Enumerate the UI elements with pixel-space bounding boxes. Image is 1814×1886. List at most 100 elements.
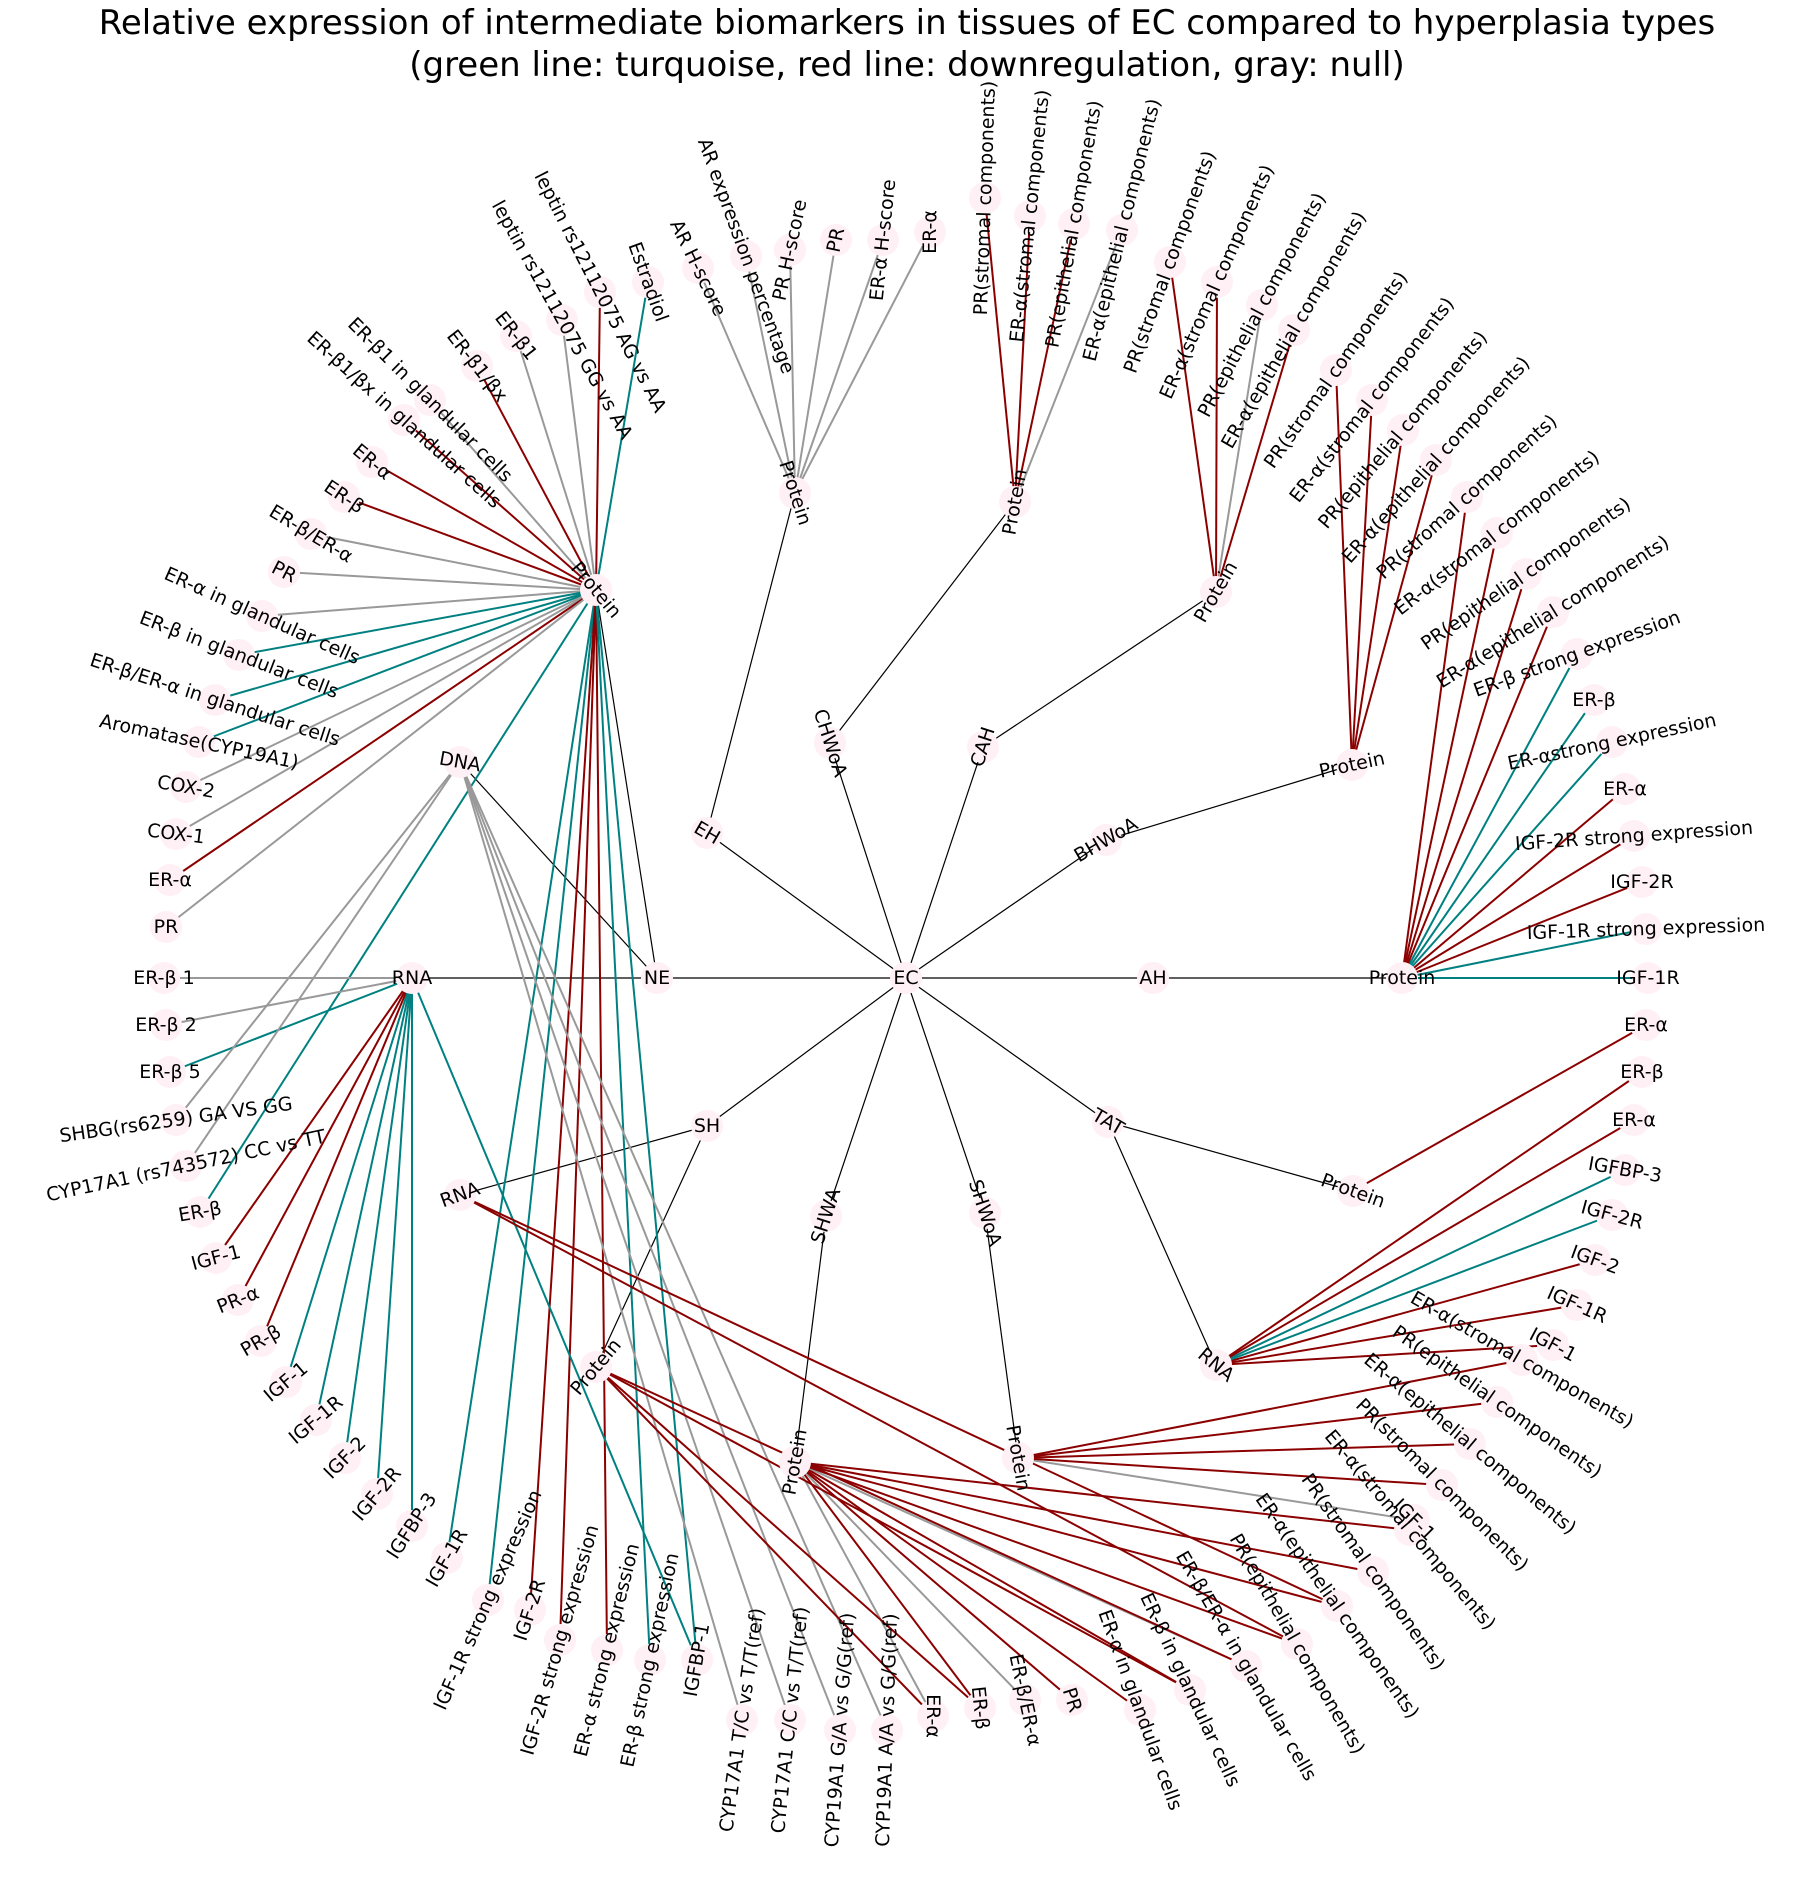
edge-NE_RNA-ner_igf1a <box>215 977 413 1259</box>
node-ned_cyp19_ga <box>824 1714 856 1746</box>
edge-EH_Protein-ehp_era_h <box>794 239 884 494</box>
node-label-nep_igf1r: IGF-1R <box>422 1525 473 1591</box>
node-ehp_ar_h <box>682 252 714 284</box>
node-shwa_pr_str <box>1357 1556 1389 1588</box>
node-shwa_era <box>917 1700 949 1732</box>
node-NE_Protein <box>580 574 612 606</box>
node-ner_igf1a <box>200 1242 232 1274</box>
node-CHWoA_Protein <box>999 486 1031 518</box>
edge-AH_Protein-ahp_era_epi <box>1401 611 1554 979</box>
node-cahp_era_str <box>1201 266 1233 298</box>
node-ehp_pr_h <box>774 234 806 266</box>
edge-SHWoA_Protein-shwoa_igf1 <box>1017 1457 1415 1521</box>
node-tatr_era <box>1618 1104 1650 1136</box>
edge-SHWA_Protein-shwa_era_epi <box>794 1461 1338 1607</box>
edge-EC-CAH <box>905 746 984 979</box>
node-shwa_erbera_gland <box>1230 1650 1262 1682</box>
node-CAH_Protein <box>1200 576 1232 608</box>
node-label-SH: SH <box>694 1115 720 1137</box>
edge-SH-SH_Protein <box>595 1125 708 1368</box>
node-label-tatr_era: ER-α <box>1612 1109 1656 1131</box>
node-ehp_ar_pct <box>730 240 762 272</box>
edge-AH_Protein-ahp_era_strong <box>1401 741 1613 979</box>
edge-NE_Protein-nep_igf1r <box>446 589 597 1559</box>
node-NE <box>641 962 673 994</box>
node-shwa_pr_epi <box>1281 1628 1313 1660</box>
edge-NE_Protein-ner_erb <box>199 589 597 1213</box>
edge-AH_Protein-ahp_era_str <box>1401 532 1498 979</box>
edge-SHWA_Protein-shwa_era_gland <box>794 1461 1141 1711</box>
node-tatr_igf1r <box>1561 1289 1593 1321</box>
edge-EH-EH_Protein <box>706 492 796 834</box>
node-label-tatp_era: ER-α <box>1624 1014 1668 1036</box>
node-ehp_era_h <box>867 224 899 256</box>
edge-SHWoA-SHWoA_Protein <box>984 1212 1019 1459</box>
edge-TAT-TAT_Protein <box>1107 1121 1354 1192</box>
node-ahp_pr_epi <box>1510 558 1542 590</box>
node-ner_igf1 <box>270 1366 302 1398</box>
node-label-nep_cox1: COX-1 <box>146 820 206 849</box>
edge-EC-BHWoA <box>905 839 1107 979</box>
node-TAT_Protein <box>1337 1175 1369 1207</box>
edge-CAH_Protein-cahp_pr_str <box>1169 261 1217 593</box>
edge-NE_RNA-ner_erb5 <box>169 977 413 1073</box>
edge-NE_Protein-nep_leptin_ag <box>595 291 601 591</box>
node-ehp_era <box>914 216 946 248</box>
node-nep_aromatase <box>183 726 215 758</box>
edge-NE_Protein-nep_igf2r <box>529 589 597 1611</box>
node-label-EH: EH <box>690 817 724 849</box>
node-nep_erbera_gland <box>199 684 231 716</box>
node-label-BHWoA: BHWoA <box>1070 813 1141 867</box>
edge-SHWoA_Protein-shwoa_pr_epi <box>1017 1401 1498 1459</box>
node-ner_igf2 <box>329 1442 361 1474</box>
node-nep_leptin_ag <box>584 276 616 308</box>
node-ahp_pr_str <box>1451 481 1483 513</box>
node-nep_igf1r <box>431 1542 463 1574</box>
node-AH_Protein <box>1386 962 1418 994</box>
edge-NE_Protein-nep_cox1 <box>175 589 597 835</box>
node-label-AH_Protein: Protein <box>1369 967 1436 989</box>
chart-title: Relative expression of intermediate biom… <box>0 2 1814 86</box>
node-AH <box>1137 962 1169 994</box>
node-SH <box>691 1110 723 1142</box>
node-TAT <box>1092 1106 1124 1138</box>
node-EH_Protein <box>779 477 811 509</box>
node-SHWoA <box>969 1197 1001 1229</box>
node-nep_pr2 <box>150 911 182 943</box>
edge-NE-NE_Protein <box>595 589 658 979</box>
node-label-shwa_era: ER-α <box>922 1694 944 1738</box>
edge-BHWoA_Protein-bhp_era_str <box>1351 399 1373 766</box>
edge-CAH_Protein-cahp_pr_epi <box>1215 304 1263 593</box>
node-label-ahp_igf1r: IGF-1R <box>1616 967 1679 989</box>
node-label-nep_erb1: ER-β1 <box>490 307 542 364</box>
edge-CAH_Protein-cahp_era_epi <box>1215 329 1295 593</box>
edge-TAT_RNA-tatr_erb <box>1215 1071 1643 1366</box>
node-ner_erb1 <box>148 962 180 994</box>
node-ner_erb5 <box>154 1056 186 1088</box>
edge-SHWoA_Protein-shwoa_pr_str <box>1017 1457 1443 1486</box>
node-NE_DNA <box>444 746 476 778</box>
edge-CHWoA-CHWoA_Protein <box>829 501 1016 744</box>
edge-AH_Protein-ahp_erb_strong <box>1401 653 1578 979</box>
node-ahp_era_epi <box>1537 596 1569 628</box>
node-label-ner_erb5: ER-β 5 <box>139 1061 201 1083</box>
node-label-ner_igf2: IGF-2 <box>319 1432 370 1483</box>
edge-TAT_RNA-tatr_igf1 <box>1215 1344 1554 1366</box>
edge-NE_RNA-ner_prb <box>260 977 413 1342</box>
node-label-NE: NE <box>644 967 670 989</box>
edge-EH_Protein-ehp_ar_pct <box>745 255 796 494</box>
node-label-tatr_igf1r: IGF-1R <box>1544 1282 1611 1328</box>
node-nep_erb1_gland <box>414 384 446 416</box>
node-label-ahp_era_strong: ER-αstrong expression <box>1506 709 1719 775</box>
node-label-AH: AH <box>1139 967 1166 989</box>
node-chp_pr_epi <box>1058 208 1090 240</box>
edge-TAT-TAT_RNA <box>1107 1121 1217 1366</box>
node-nep_igfbp1 <box>681 1644 713 1676</box>
edge-SHWA_Protein-shwa_pr_epi <box>794 1461 1298 1645</box>
node-nep_era_strong <box>591 1634 623 1666</box>
edge-NE_RNA-ner_igf2 <box>344 977 413 1459</box>
node-label-ned_cyp17_tc: CYP17A1 T/C vs T/T(ref) <box>715 1607 768 1834</box>
edge-SHWA-SHWA_Protein <box>794 1215 827 1463</box>
edge-EH_Protein-ehp_ar_h <box>697 267 796 494</box>
edge-AH_Protein-ahp_era <box>1401 788 1626 979</box>
